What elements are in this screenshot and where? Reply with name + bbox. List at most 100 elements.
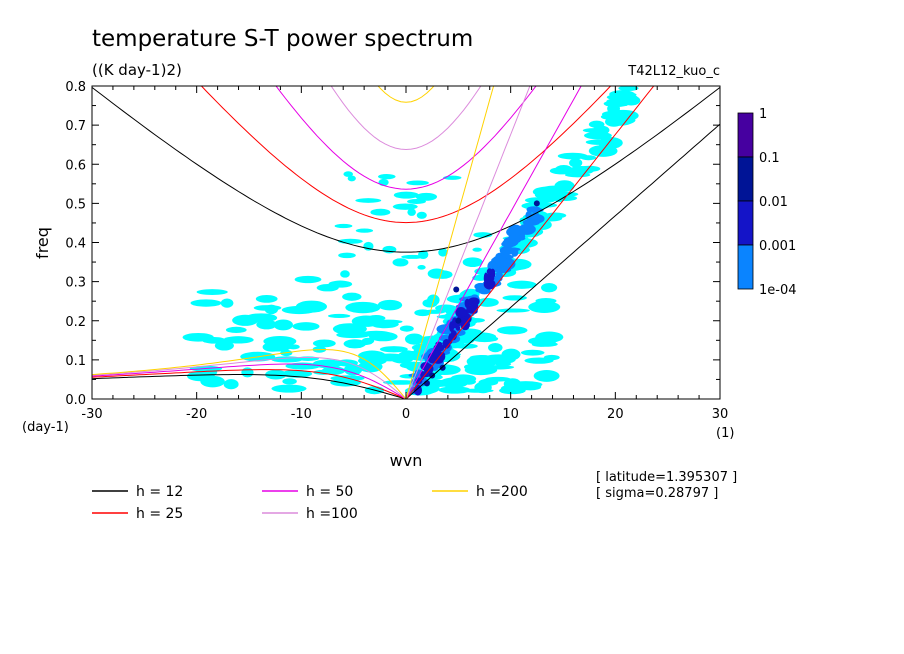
rossby-curve	[92, 356, 407, 399]
contour-level-1e-04	[214, 340, 234, 351]
contour-level-1e-04	[564, 172, 591, 178]
contour-level-1e-04	[531, 342, 550, 347]
contour-level-1e-04	[582, 128, 606, 133]
contour-level-1e-04	[370, 208, 391, 216]
kelvin-curve	[405, 86, 531, 399]
x-tick-label: -30	[81, 407, 102, 422]
contour-level-1e-04	[557, 152, 588, 160]
y-tick-label: 0.7	[65, 119, 86, 134]
colorbar-segment	[737, 156, 754, 202]
contour-level-0.001	[495, 256, 508, 267]
contour-level-1e-04	[336, 331, 371, 339]
contour-level-1e-04	[472, 247, 482, 252]
contour-level-0.01	[455, 325, 461, 331]
contour-level-0.001	[507, 224, 523, 237]
contour-level-1e-04	[580, 155, 597, 161]
contour-level-1e-04	[519, 383, 542, 391]
contour-level-1e-04	[328, 280, 353, 288]
colorbar-segment	[737, 112, 754, 158]
contour-level-0.01	[488, 280, 495, 289]
contour-level-1e-04	[393, 191, 419, 199]
contour-level-0.1	[455, 317, 462, 324]
chart-title: temperature S-T power spectrum	[92, 26, 473, 52]
contour-level-1e-04	[255, 294, 278, 303]
contour-level-0.01	[420, 371, 425, 381]
contour-level-1e-04	[392, 203, 418, 210]
contour-level-1e-04	[220, 298, 234, 308]
dispersion-curves	[92, 86, 720, 399]
contour-level-1e-04	[543, 354, 560, 361]
contour-level-1e-04	[415, 192, 438, 201]
contour-fill-layer	[182, 86, 641, 396]
colorbar-segment	[737, 244, 754, 290]
legend-label: h = 25	[136, 506, 183, 522]
x-tick-label: -20	[186, 407, 207, 422]
contour-level-1e-04	[438, 386, 471, 394]
kelvin-curve	[405, 86, 582, 399]
colorbar-label: 0.001	[759, 239, 796, 254]
kelvin-curve	[405, 86, 495, 399]
contour-level-1e-04	[401, 254, 424, 259]
contour-level-1e-04	[552, 190, 566, 203]
contour-level-1e-04	[524, 197, 556, 204]
chart-units: ((K day-1)2)	[92, 61, 182, 79]
colorbar-label: 0.01	[759, 195, 788, 210]
contour-level-1e-04	[542, 185, 565, 192]
contour-level-1e-04	[355, 228, 374, 233]
x-tick-label: 20	[607, 407, 624, 422]
contour-level-1e-04	[502, 295, 527, 301]
contour-level-1e-04	[496, 308, 530, 313]
rossby-curve	[92, 374, 407, 399]
contour-level-1e-04	[407, 208, 416, 216]
colorbar: 1 0.1 0.01 0.001 1e-04	[737, 107, 797, 298]
contour-level-1e-04	[377, 299, 403, 311]
info-sigma: [ sigma=0.28797 ]	[596, 486, 718, 501]
gravity-curve	[92, 87, 720, 253]
contour-level-0.01	[455, 307, 467, 318]
contour-level-1e-04	[355, 198, 382, 203]
contour-level-1e-04	[340, 270, 350, 278]
y-tick-label: 0.5	[65, 197, 86, 212]
contour-level-1e-04	[264, 344, 291, 352]
contour-level-0.01	[450, 330, 457, 341]
contour-level-1e-04	[535, 298, 557, 304]
contour-level-1e-04	[488, 342, 503, 353]
x-unit-label: (1)	[716, 426, 734, 441]
legend-label: h =200	[476, 484, 528, 500]
contour-level-1e-04	[473, 232, 493, 238]
contour-level-0.1	[453, 286, 460, 293]
contour-level-1e-04	[404, 333, 424, 345]
y-tick-label: 0.3	[65, 276, 86, 291]
contour-level-1e-04	[265, 369, 287, 380]
contour-level-1e-04	[406, 180, 429, 186]
contour-level-1e-04	[569, 158, 583, 168]
contour-level-1e-04	[281, 305, 317, 315]
contour-level-1e-04	[549, 167, 575, 175]
info-latitude: [ latitude=1.395307 ]	[596, 470, 737, 485]
contour-level-1e-04	[507, 280, 537, 289]
gravity-curve	[275, 86, 537, 190]
legend: h = 12 h = 25 h = 50 h =100 h =200	[92, 484, 528, 522]
contour-level-0.1	[533, 200, 540, 207]
contour-level-1e-04	[264, 304, 279, 315]
rossby-curve	[92, 369, 407, 399]
contour-level-1e-04	[321, 366, 346, 375]
contour-level-1e-04	[417, 265, 426, 270]
contour-level-1e-04	[399, 325, 414, 332]
legend-label: h = 12	[136, 484, 183, 500]
contour-level-1e-04	[271, 384, 307, 393]
x-tick-label: 30	[712, 407, 729, 422]
contour-level-1e-04	[450, 374, 477, 384]
x-axis-title: wvn	[390, 451, 423, 470]
contour-level-1e-04	[223, 336, 254, 344]
contour-level-1e-04	[338, 252, 356, 259]
colorbar-segment	[737, 200, 754, 246]
contour-level-1e-04	[578, 165, 601, 172]
gravity-curve	[330, 86, 482, 151]
contour-level-1e-04	[462, 257, 483, 267]
contour-level-1e-04	[187, 370, 215, 382]
legend-label: h = 50	[306, 484, 353, 500]
contour-level-0.001	[502, 247, 521, 252]
contour-level-1e-04	[347, 175, 356, 182]
